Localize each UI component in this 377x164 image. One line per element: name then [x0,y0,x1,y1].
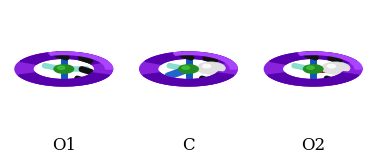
Ellipse shape [324,64,349,73]
Circle shape [327,64,336,68]
Circle shape [54,65,74,73]
Circle shape [307,66,314,69]
Circle shape [303,65,323,73]
Ellipse shape [199,64,225,73]
Text: C: C [182,137,195,154]
Polygon shape [298,52,362,69]
Circle shape [322,62,350,74]
Polygon shape [15,52,113,86]
Polygon shape [264,52,362,86]
Text: O1: O1 [52,137,76,154]
Circle shape [57,66,65,69]
Polygon shape [143,73,234,86]
Polygon shape [49,52,113,69]
Polygon shape [139,52,238,86]
Polygon shape [173,52,238,69]
Circle shape [179,65,198,73]
Polygon shape [145,52,232,64]
Circle shape [203,64,211,68]
Polygon shape [268,73,359,86]
Polygon shape [18,73,109,86]
Polygon shape [266,72,360,86]
Polygon shape [270,52,357,64]
Polygon shape [141,72,236,86]
Polygon shape [20,52,107,64]
Polygon shape [17,72,111,86]
Text: O2: O2 [301,137,325,154]
Circle shape [182,66,190,69]
Circle shape [197,62,225,74]
